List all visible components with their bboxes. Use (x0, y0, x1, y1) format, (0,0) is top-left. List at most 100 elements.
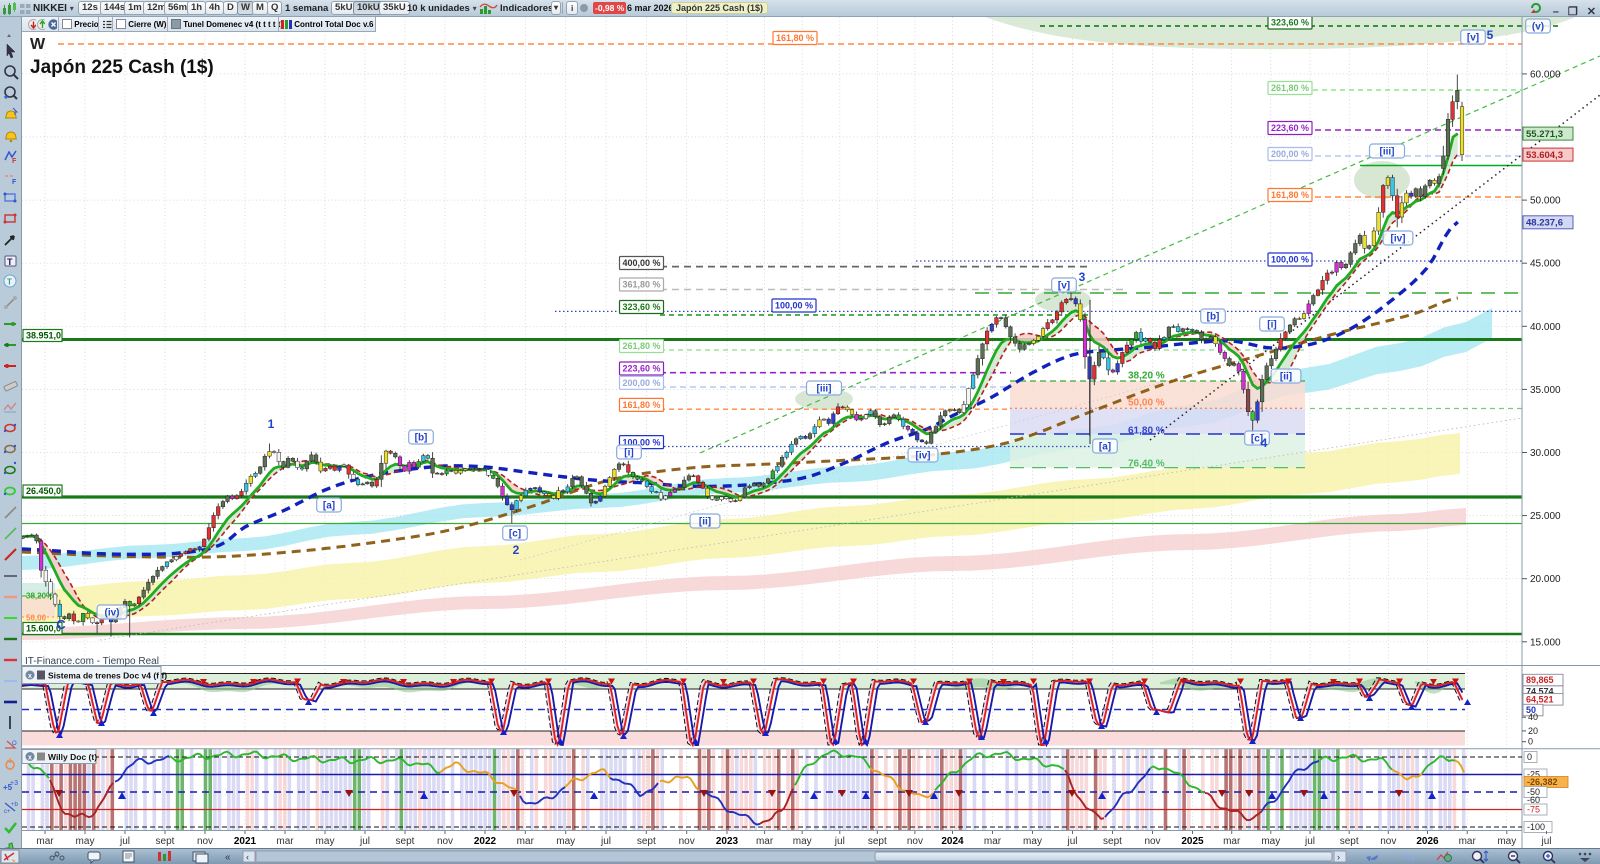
svg-text:400,00 %: 400,00 % (622, 258, 660, 268)
svg-text:50,00: 50,00 (26, 614, 47, 623)
svg-text:jul: jul (600, 836, 611, 847)
svg-text:0: 0 (1527, 752, 1532, 762)
svg-text:[i]: [i] (1267, 320, 1276, 331)
svg-text:76,40 %: 76,40 % (1128, 459, 1165, 470)
svg-text:jul: jul (359, 836, 370, 847)
svg-text:60.000: 60.000 (1530, 69, 1561, 80)
svg-text:nov: nov (679, 836, 695, 847)
svg-text:IT-Finance.com - Tiempo Real: IT-Finance.com - Tiempo Real (25, 656, 159, 667)
svg-text:mar: mar (36, 836, 54, 847)
svg-text:mar: mar (984, 836, 1002, 847)
svg-text:100,00 %: 100,00 % (622, 437, 660, 447)
svg-text:may: may (1497, 836, 1516, 847)
svg-text:[b]: [b] (415, 433, 428, 444)
svg-text:161,80 %: 161,80 % (1271, 190, 1309, 200)
svg-text:30.000: 30.000 (1530, 448, 1561, 459)
svg-text:+3: +3 (10, 780, 18, 787)
svg-text:361,80 %: 361,80 % (622, 280, 660, 290)
svg-text:mar: mar (1459, 836, 1477, 847)
svg-text:x: x (28, 755, 32, 762)
svg-text:[i]: [i] (624, 448, 633, 459)
svg-text:2022: 2022 (474, 836, 497, 847)
svg-text:161,80 %: 161,80 % (622, 400, 660, 410)
svg-text:2: 2 (513, 543, 520, 557)
svg-text:‹: ‹ (246, 852, 249, 862)
svg-text:sept: sept (1103, 836, 1122, 847)
svg-text:200,00 %: 200,00 % (1271, 149, 1309, 159)
svg-text:1: 1 (268, 417, 275, 431)
svg-text:3: 3 (1079, 270, 1086, 284)
svg-text:may: may (76, 836, 95, 847)
svg-text:may: may (1261, 836, 1280, 847)
svg-text:may: may (316, 836, 335, 847)
svg-text:89,865: 89,865 (1526, 675, 1554, 685)
svg-text:50.000: 50.000 (1530, 196, 1561, 207)
svg-text:2024: 2024 (941, 836, 964, 847)
svg-text:-75: -75 (1527, 805, 1540, 815)
svg-text:F: F (12, 158, 17, 165)
svg-text:2021: 2021 (234, 836, 257, 847)
svg-text:sept: sept (396, 836, 415, 847)
svg-text:38,20%: 38,20% (26, 592, 53, 601)
svg-text:[v]: [v] (1058, 281, 1070, 292)
svg-text:40.000: 40.000 (1530, 322, 1561, 333)
svg-text:2026: 2026 (1416, 836, 1439, 847)
svg-text:35.000: 35.000 (1530, 385, 1561, 396)
svg-text:4: 4 (1261, 436, 1268, 450)
svg-text:-25: -25 (1527, 770, 1540, 780)
svg-text:+b: +b (11, 802, 19, 808)
svg-text:Japón 225 Cash (1$): Japón 225 Cash (1$) (30, 57, 214, 78)
svg-text:nov: nov (437, 836, 453, 847)
svg-text:mar: mar (517, 836, 535, 847)
svg-text:2025: 2025 (1181, 836, 1204, 847)
svg-text:W: W (30, 36, 46, 53)
svg-text:nov: nov (1144, 836, 1160, 847)
svg-text:T: T (7, 278, 12, 287)
svg-text:50,00 %: 50,00 % (1128, 398, 1165, 409)
svg-text:323,60 %: 323,60 % (1271, 18, 1309, 28)
svg-text:Willy Doc (t): Willy Doc (t) (48, 752, 97, 762)
svg-text:261,80 %: 261,80 % (1271, 83, 1309, 93)
svg-text:may: may (1023, 836, 1042, 847)
svg-text:(iv): (iv) (105, 608, 120, 619)
svg-text:[iii]: [iii] (1380, 147, 1395, 158)
svg-text:323,60 %: 323,60 % (622, 302, 660, 312)
svg-text:nov: nov (197, 836, 213, 847)
svg-text:jul: jul (1066, 836, 1077, 847)
svg-text:2023: 2023 (716, 836, 739, 847)
svg-text:-60: -60 (1527, 795, 1540, 805)
svg-text:[ii]: [ii] (699, 517, 711, 528)
svg-text:nov: nov (907, 836, 923, 847)
svg-text:[v]: [v] (1467, 33, 1479, 44)
svg-text:74,574: 74,574 (1526, 687, 1554, 697)
svg-text:0: 0 (1528, 737, 1533, 747)
svg-text:-26,382: -26,382 (1527, 777, 1558, 787)
svg-text:50: 50 (1526, 705, 1536, 715)
svg-text:C: C (56, 617, 66, 632)
svg-text:55.271,3: 55.271,3 (1526, 129, 1563, 140)
svg-text:[a]: [a] (1099, 442, 1111, 453)
svg-text:O: O (12, 741, 17, 747)
svg-text:5: 5 (1487, 28, 1494, 42)
svg-text:jul: jul (119, 836, 130, 847)
svg-text:[iv]: [iv] (1391, 234, 1406, 245)
svg-text:mar: mar (756, 836, 774, 847)
svg-text:sept: sept (1340, 836, 1359, 847)
svg-text:[ii]: [ii] (1280, 372, 1292, 383)
svg-text:[a]: [a] (323, 501, 335, 512)
svg-text:[iii]: [iii] (817, 384, 832, 395)
svg-text:sept: sept (868, 836, 887, 847)
svg-text:223,60 %: 223,60 % (622, 364, 660, 374)
svg-text:261,80 %: 261,80 % (622, 341, 660, 351)
svg-text:may: may (556, 836, 575, 847)
svg-text:15.600,0: 15.600,0 (26, 624, 61, 634)
svg-text:100,00 %: 100,00 % (775, 301, 813, 311)
svg-text:(v): (v) (1532, 22, 1544, 33)
svg-text:sept: sept (156, 836, 175, 847)
svg-text:«: « (225, 852, 231, 863)
svg-text:c+: c+ (4, 809, 11, 815)
svg-text:jul: jul (834, 836, 845, 847)
svg-text:26.450,0: 26.450,0 (26, 486, 61, 496)
svg-text:[c]: [c] (509, 529, 521, 540)
svg-text:[b]: [b] (1207, 312, 1220, 323)
